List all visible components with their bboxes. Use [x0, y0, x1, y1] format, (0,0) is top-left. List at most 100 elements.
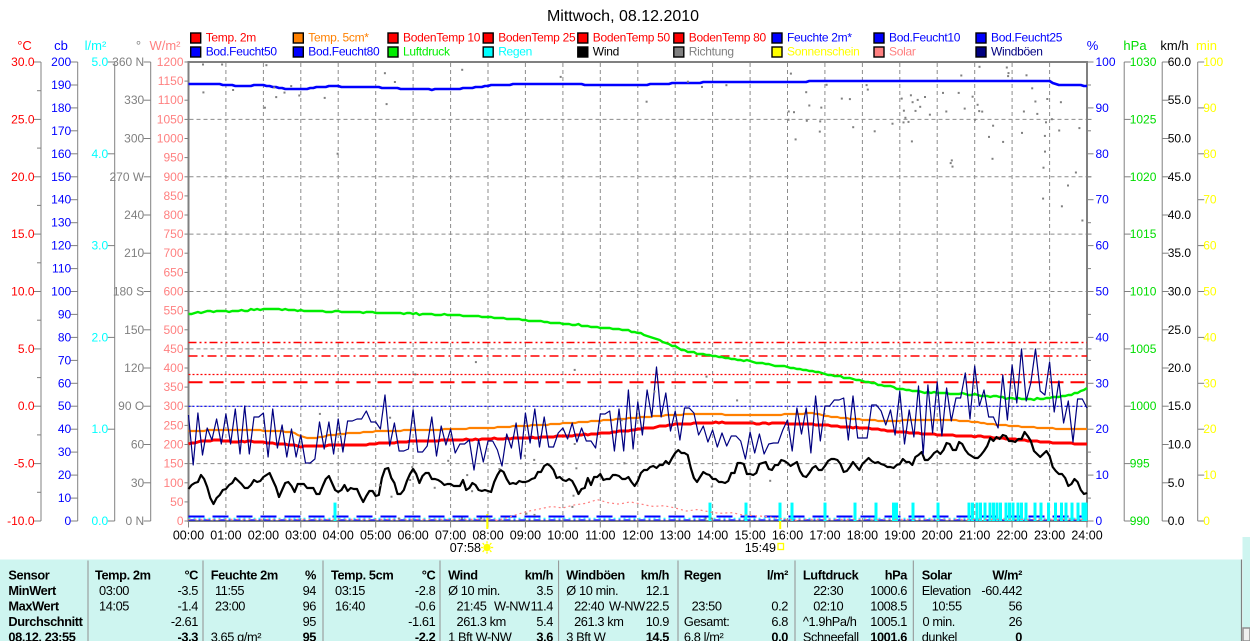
svg-text:04:00: 04:00	[323, 529, 354, 543]
svg-text:180: 180	[51, 101, 71, 115]
svg-text:W/m²: W/m²	[149, 38, 181, 53]
svg-text:Bod.Feucht80: Bod.Feucht80	[308, 45, 380, 59]
svg-text:08.12, 23:55: 08.12, 23:55	[8, 629, 75, 641]
svg-text:6.8 l/m²: 6.8 l/m²	[684, 629, 725, 641]
svg-text:0.0: 0.0	[18, 399, 35, 413]
svg-text:20: 20	[1203, 422, 1217, 436]
svg-text:130: 130	[51, 216, 71, 230]
svg-text:3.6: 3.6	[536, 629, 553, 641]
svg-text:700: 700	[163, 246, 183, 260]
svg-text:1020: 1020	[1130, 170, 1157, 184]
svg-text:10:55: 10:55	[932, 598, 962, 613]
svg-text:BodenTemp 80: BodenTemp 80	[689, 31, 767, 45]
svg-text:15:00: 15:00	[734, 529, 765, 543]
svg-text:km/h: km/h	[641, 567, 670, 582]
svg-text:0 N: 0 N	[126, 514, 145, 528]
svg-text:210: 210	[124, 246, 144, 260]
svg-text:hPa: hPa	[1123, 38, 1147, 53]
svg-text:20:00: 20:00	[922, 529, 953, 543]
svg-text:1100: 1100	[158, 93, 184, 107]
svg-text:°C: °C	[184, 567, 198, 582]
svg-text:km/h: km/h	[525, 567, 554, 582]
svg-text:1050: 1050	[157, 112, 184, 126]
svg-text:5.0: 5.0	[92, 55, 109, 69]
svg-text:95: 95	[303, 629, 317, 641]
svg-text:Windböen: Windböen	[991, 45, 1043, 59]
svg-text:3.5: 3.5	[536, 583, 553, 598]
svg-text:17:00: 17:00	[809, 529, 840, 543]
svg-text:300: 300	[124, 132, 144, 146]
svg-text:Wind: Wind	[593, 45, 619, 59]
svg-text:300: 300	[163, 399, 183, 413]
svg-text:240: 240	[124, 208, 144, 222]
svg-text:261.3 km: 261.3 km	[574, 614, 623, 629]
svg-text:70: 70	[1096, 193, 1110, 207]
svg-text:0 min.: 0 min.	[923, 614, 955, 629]
svg-text:W-NW: W-NW	[494, 598, 531, 613]
svg-text:1010: 1010	[1130, 285, 1157, 299]
svg-text:94: 94	[303, 583, 317, 598]
svg-text:11:55: 11:55	[215, 583, 244, 598]
svg-text:22:40: 22:40	[574, 598, 604, 613]
svg-text:1000.6: 1000.6	[870, 583, 907, 598]
svg-text:110: 110	[52, 262, 71, 276]
svg-text:Temp. 5cm*: Temp. 5cm*	[308, 31, 369, 45]
svg-text:MaxWert: MaxWert	[8, 598, 59, 613]
svg-text:00:00: 00:00	[173, 529, 204, 543]
svg-text:950: 950	[163, 151, 183, 165]
svg-text:l/m²: l/m²	[767, 567, 788, 582]
svg-text:l/m²: l/m²	[85, 38, 107, 53]
svg-text:450: 450	[163, 342, 183, 356]
svg-text:550: 550	[163, 304, 183, 318]
svg-text:-0.6: -0.6	[415, 598, 436, 613]
svg-text:100: 100	[1096, 55, 1116, 69]
svg-text:100: 100	[1203, 55, 1223, 69]
svg-text:25.0: 25.0	[1168, 323, 1192, 337]
svg-text:30.0: 30.0	[11, 55, 35, 69]
svg-text:24:00: 24:00	[1071, 529, 1102, 543]
svg-text:-2.8: -2.8	[415, 583, 436, 598]
svg-text:35.0: 35.0	[1168, 246, 1192, 260]
svg-text:1200: 1200	[157, 55, 184, 69]
svg-text:180 S: 180 S	[113, 285, 144, 299]
svg-text:50.0: 50.0	[1168, 132, 1192, 146]
svg-text:%: %	[305, 567, 317, 582]
svg-text:Ø 10 min.: Ø 10 min.	[566, 583, 618, 598]
svg-text:995: 995	[1130, 457, 1150, 471]
svg-text:23:00: 23:00	[1034, 529, 1065, 543]
svg-text:1030: 1030	[1130, 55, 1157, 69]
svg-text:350: 350	[163, 380, 183, 394]
svg-text:Regen: Regen	[684, 567, 722, 582]
svg-text:1150: 1150	[158, 74, 184, 88]
svg-text:Luftdruck: Luftdruck	[803, 567, 860, 582]
svg-text:19:00: 19:00	[884, 529, 915, 543]
svg-text:dunkel: dunkel	[922, 629, 957, 641]
svg-text:11.4: 11.4	[531, 598, 554, 613]
svg-text:50: 50	[1203, 285, 1217, 299]
svg-text:°C: °C	[422, 567, 436, 582]
svg-text:26: 26	[1009, 614, 1023, 629]
svg-text:500: 500	[163, 323, 183, 337]
svg-text:80: 80	[1096, 147, 1110, 161]
svg-text:100: 100	[51, 285, 71, 299]
svg-text:5.4: 5.4	[536, 614, 553, 629]
svg-text:170: 170	[51, 124, 71, 138]
svg-text:Temp. 2m: Temp. 2m	[206, 31, 257, 45]
svg-text:Bod.Feucht50: Bod.Feucht50	[206, 45, 278, 59]
svg-text:70: 70	[1203, 193, 1217, 207]
svg-text:60: 60	[58, 376, 72, 390]
svg-text:Mittwoch, 08.12.2010: Mittwoch, 08.12.2010	[547, 8, 699, 25]
svg-text:-2.2: -2.2	[415, 629, 436, 641]
svg-text:0: 0	[1015, 629, 1022, 641]
svg-text:02:00: 02:00	[248, 529, 279, 543]
svg-text:14.5: 14.5	[646, 629, 670, 641]
svg-text:15:49: 15:49	[745, 541, 776, 555]
svg-text:03:15: 03:15	[335, 583, 365, 598]
svg-text:Gesamt:: Gesamt:	[684, 614, 730, 629]
svg-text:30.0: 30.0	[1168, 285, 1192, 299]
svg-text:1000: 1000	[157, 132, 184, 146]
svg-text:20.0: 20.0	[11, 170, 35, 184]
svg-text:^1.9hPa/h: ^1.9hPa/h	[803, 614, 857, 629]
svg-text:90 O: 90 O	[118, 399, 144, 413]
svg-text:1015: 1015	[1130, 227, 1157, 241]
